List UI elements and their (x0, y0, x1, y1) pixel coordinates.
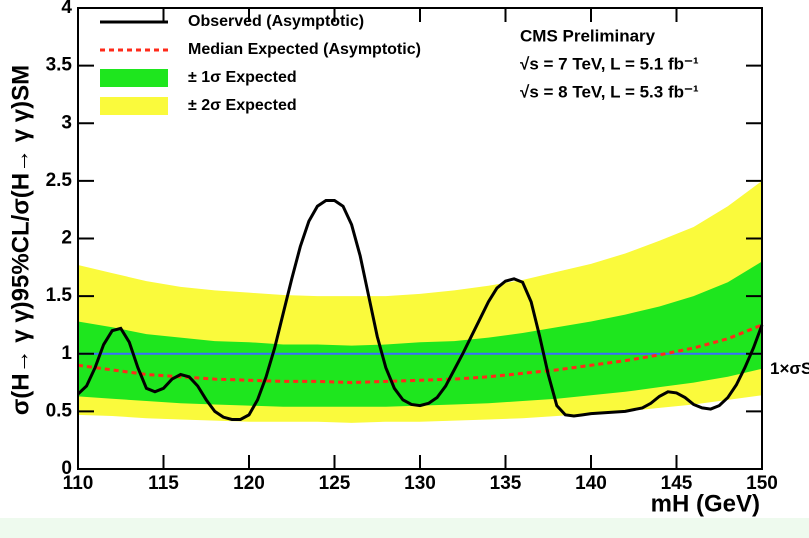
x-tick-label: 145 (661, 473, 693, 494)
x-tick-label: 125 (319, 473, 351, 494)
x-tick-label: 135 (490, 473, 522, 494)
annotation: CMS Preliminary (520, 26, 656, 45)
x-axis-title: mH (GeV) (651, 490, 760, 517)
y-tick-label: 1.5 (46, 285, 73, 306)
legend-swatch (100, 69, 168, 87)
x-tick-label: 110 (63, 473, 94, 494)
x-tick-label: 140 (575, 473, 607, 494)
y-axis-title: σ(H→ γ γ)95%CL/σ(H→ γ γ)SM (7, 65, 34, 415)
y-tick-label: 0.5 (46, 400, 73, 421)
legend-label: Observed (Asymptotic) (188, 13, 364, 30)
series-line (77, 323, 763, 385)
y-tick-label: 4 (61, 0, 72, 18)
reference-label: 1×σSM (770, 359, 809, 378)
y-tick-label: 2.5 (46, 170, 73, 191)
x-tick-label: 115 (148, 473, 179, 494)
x-tick-label: 120 (233, 473, 265, 494)
x-tick-label: 150 (746, 473, 778, 494)
annotation: √s = 7 TeV, L = 5.1 fb⁻¹ (520, 54, 699, 73)
series-line (76, 198, 764, 421)
legend-label: ± 1σ Expected (188, 69, 297, 86)
band (78, 261, 762, 407)
footer-strip (0, 518, 809, 538)
annotation: √s = 8 TeV, L = 5.3 fb⁻¹ (520, 82, 699, 101)
y-tick-label: 1 (61, 343, 72, 364)
legend-label: Median Expected (Asymptotic) (188, 41, 421, 58)
y-tick-label: 3 (61, 112, 72, 133)
x-tick-label: 130 (404, 473, 436, 494)
legend-label: ± 2σ Expected (188, 97, 297, 114)
y-tick-label: 2 (61, 228, 72, 249)
y-tick-label: 0 (61, 458, 72, 479)
legend-swatch (100, 97, 168, 115)
y-tick-label: 3.5 (46, 55, 73, 76)
